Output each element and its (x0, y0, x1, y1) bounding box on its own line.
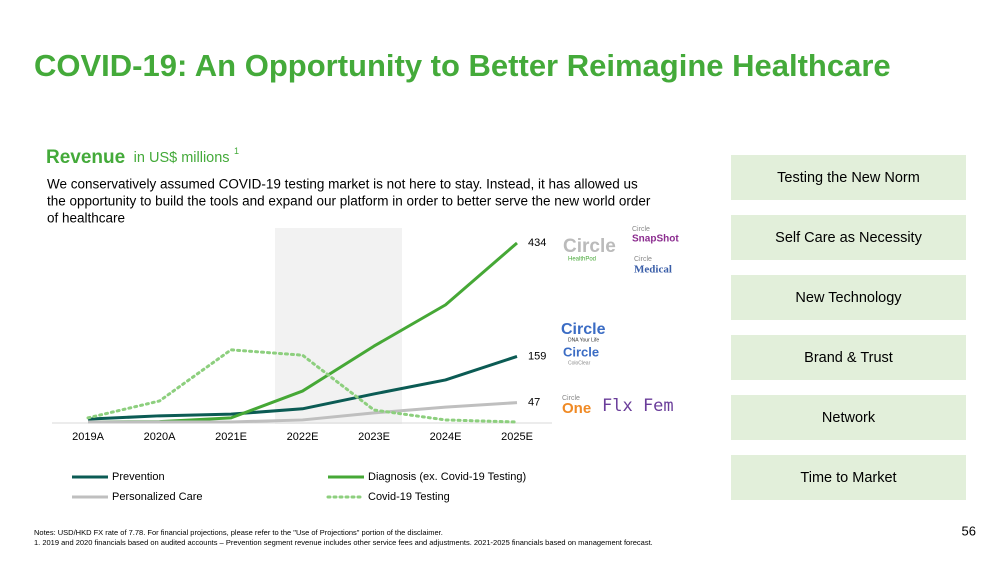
logo: ColoClear (568, 360, 591, 366)
line (87, 354, 518, 421)
logo: Circle (563, 236, 616, 257)
note: 1. 2019 and 2020 financials based on aud… (34, 538, 653, 547)
pillar-box (731, 395, 966, 440)
logo: Circle (632, 226, 650, 233)
logo: Flx Fem (602, 396, 674, 416)
pillar-label: Self Care as Necessity (775, 230, 922, 246)
slide-title: COVID-19: An Opportunity to Better Reima… (34, 48, 891, 83)
pillar-box (731, 455, 966, 500)
pillar-box (731, 155, 966, 200)
line (86, 348, 519, 424)
chart-subtitle: in US$ millions (134, 150, 230, 166)
note: Notes: USD/HKD FX rate of 7.78. For fina… (34, 528, 443, 537)
legend-label: Covid-19 Testing (368, 491, 450, 503)
legend-label: Prevention (112, 471, 165, 483)
logo: DNA Your Life (568, 337, 599, 343)
description: the opportunity to build the tools and e… (47, 194, 651, 209)
pillars: Testing the New Norm Self Care as Necessi… (731, 155, 966, 500)
chart-title: Revenue (46, 147, 125, 168)
page-number: 56 (962, 523, 976, 538)
pillar-box (731, 215, 966, 260)
x-tick-label: 2023E (358, 431, 390, 443)
value-label: 47 (528, 397, 540, 409)
x-tick-label: 2021E (215, 431, 247, 443)
logo: Medical (634, 264, 672, 276)
value-label: 434 (528, 237, 546, 249)
chart-heading: Revenue in US$ millions 1 (46, 146, 239, 168)
pillar-box (731, 335, 966, 380)
logo: HealthPod (568, 257, 596, 263)
logo: Circle (561, 321, 606, 338)
line (88, 401, 518, 424)
description: of healthcare (47, 211, 125, 226)
value-label: 159 (528, 350, 546, 362)
pillar-label: Network (822, 410, 876, 426)
legend-label: Diagnosis (ex. Covid-19 Testing) (368, 471, 526, 483)
footnote-ref: 1 (234, 146, 239, 156)
logo: Circle (562, 395, 580, 402)
pillar-label: Testing the New Norm (777, 170, 920, 186)
x-tick-label: 2022E (287, 431, 319, 443)
description: We conservatively assumed COVID-19 testi… (47, 177, 638, 192)
pillar-label: Brand & Trust (804, 350, 893, 366)
logo: SnapShot (632, 234, 679, 245)
logos: Circle HealthPod Circle SnapShot Circle … (561, 226, 679, 417)
pillar-label: New Technology (795, 290, 902, 306)
pillar-label: Time to Market (800, 470, 896, 486)
x-tick-label: 2020A (144, 431, 176, 443)
pillar-box (731, 275, 966, 320)
x-tick-label: 2019A (72, 431, 104, 443)
logo: One (562, 400, 591, 417)
logo: Circle (563, 344, 599, 359)
x-tick-label: 2024E (430, 431, 462, 443)
legend-label: Personalized Care (112, 491, 203, 503)
logo: Circle (634, 256, 652, 263)
x-tick-label: 2025E (501, 431, 533, 443)
